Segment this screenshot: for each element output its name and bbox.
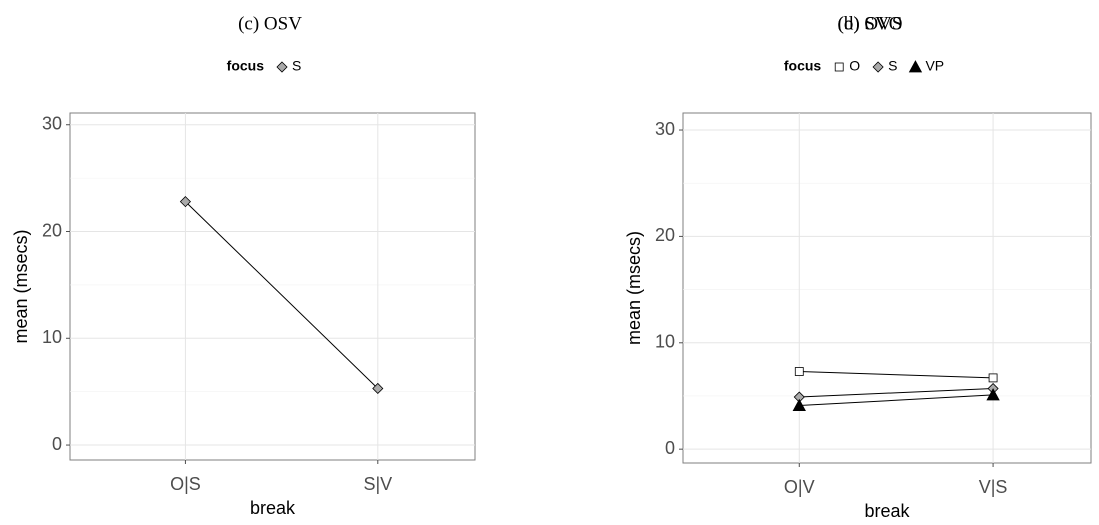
legend-marker (276, 61, 288, 73)
y-axis-label: mean (msecs) (624, 231, 644, 345)
legend-label: O (849, 58, 860, 74)
y-tick-label: 10 (655, 332, 675, 352)
legend-label: VP (925, 58, 944, 74)
point (179, 196, 191, 208)
legend-marker (872, 61, 884, 73)
x-axis-label: break (864, 501, 910, 520)
point (792, 398, 806, 411)
series-line (799, 371, 994, 379)
series-line (185, 201, 379, 389)
chart-title: (d) OVS (838, 13, 903, 34)
chart-title: (c) OSV (238, 13, 302, 34)
plot-area (682, 112, 1092, 464)
y-tick-label: 30 (42, 113, 62, 133)
y-tick-label: 0 (52, 434, 62, 454)
y-tick-label: 20 (42, 220, 62, 240)
x-tick-label: O|S (170, 474, 201, 494)
point (794, 367, 804, 376)
legend-label: S (888, 58, 897, 74)
legend-title: focus (227, 58, 265, 74)
x-tick-label: O|V (784, 477, 815, 497)
y-tick-label: 0 (665, 438, 675, 458)
point (372, 382, 384, 395)
y-axis-label: mean (msecs) (11, 229, 31, 343)
x-tick-label: S|V (363, 474, 392, 494)
x-axis-label: break (250, 498, 296, 518)
point (986, 388, 1000, 401)
series-line (799, 394, 994, 407)
y-tick-label: 30 (655, 119, 675, 139)
legend-title: focus (784, 58, 822, 74)
y-tick-label: 20 (655, 225, 675, 245)
series-line (799, 388, 994, 398)
chart-title: (b) SVO (838, 13, 903, 34)
point (988, 373, 998, 383)
legend-marker (834, 62, 844, 72)
legend-marker (908, 60, 923, 73)
x-tick-label: V|S (979, 477, 1008, 497)
y-tick-label: 10 (42, 327, 62, 347)
legend-label: S (292, 58, 301, 74)
